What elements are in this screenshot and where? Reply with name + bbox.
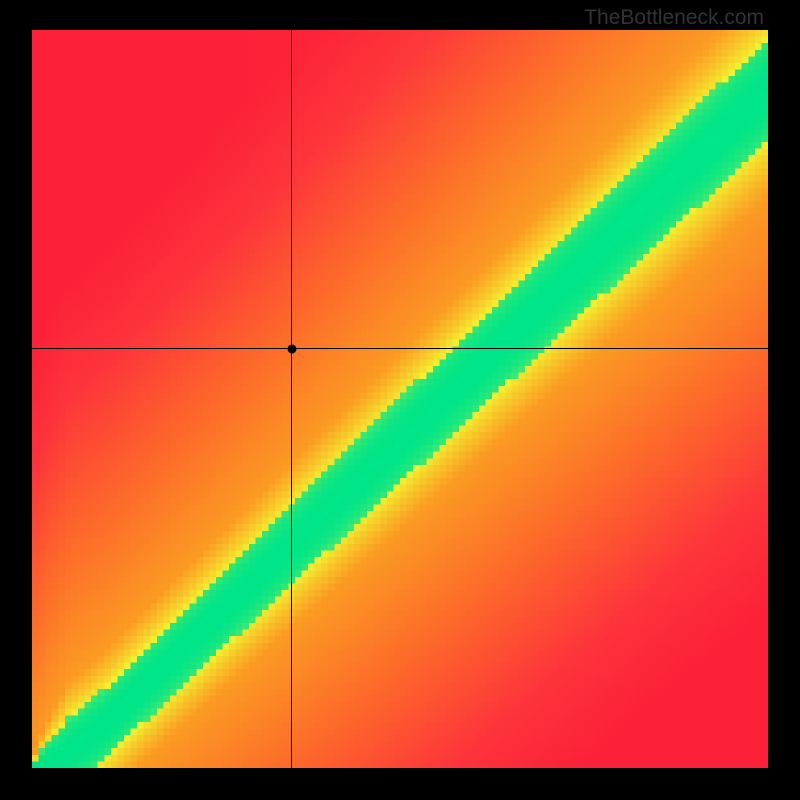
crosshair-marker bbox=[287, 344, 296, 353]
heatmap-canvas bbox=[32, 30, 768, 768]
crosshair-vertical bbox=[291, 30, 292, 768]
crosshair-horizontal bbox=[32, 348, 768, 349]
heatmap-plot bbox=[32, 30, 768, 768]
watermark-text: TheBottleneck.com bbox=[584, 6, 764, 30]
chart-container: { "watermark": { "text": "TheBottleneck.… bbox=[0, 0, 800, 800]
